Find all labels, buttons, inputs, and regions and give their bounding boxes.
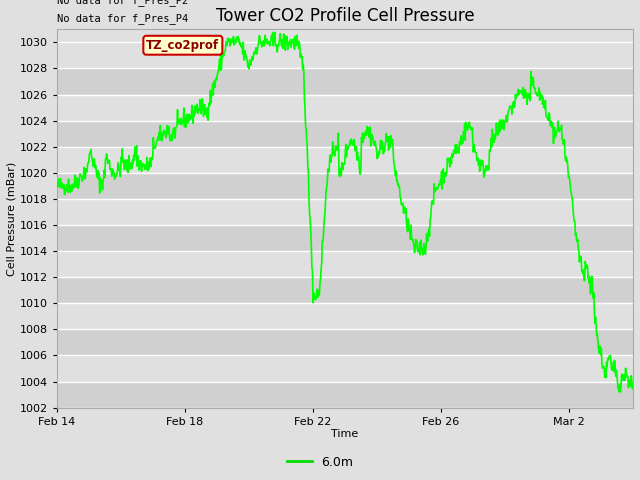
Bar	[57, 147, 633, 173]
Text: No data for f_Pres_P4: No data for f_Pres_P4	[57, 13, 188, 24]
Bar	[57, 173, 633, 199]
Bar	[57, 95, 633, 120]
Text: No data for f_Pres_P2: No data for f_Pres_P2	[57, 0, 188, 6]
Bar	[57, 382, 633, 408]
Bar	[57, 69, 633, 95]
Title: Tower CO2 Profile Cell Pressure: Tower CO2 Profile Cell Pressure	[216, 7, 474, 25]
Bar	[57, 120, 633, 147]
Bar	[57, 303, 633, 329]
Legend: 6.0m: 6.0m	[282, 451, 358, 474]
Bar	[57, 277, 633, 303]
Bar	[57, 356, 633, 382]
Bar	[57, 42, 633, 69]
Text: TZ_co2prof: TZ_co2prof	[147, 39, 220, 52]
Bar	[57, 251, 633, 277]
Y-axis label: Cell Pressure (mBar): Cell Pressure (mBar)	[7, 161, 17, 276]
X-axis label: Time: Time	[332, 430, 358, 440]
Bar	[57, 199, 633, 225]
Bar	[57, 329, 633, 356]
Bar	[57, 225, 633, 251]
